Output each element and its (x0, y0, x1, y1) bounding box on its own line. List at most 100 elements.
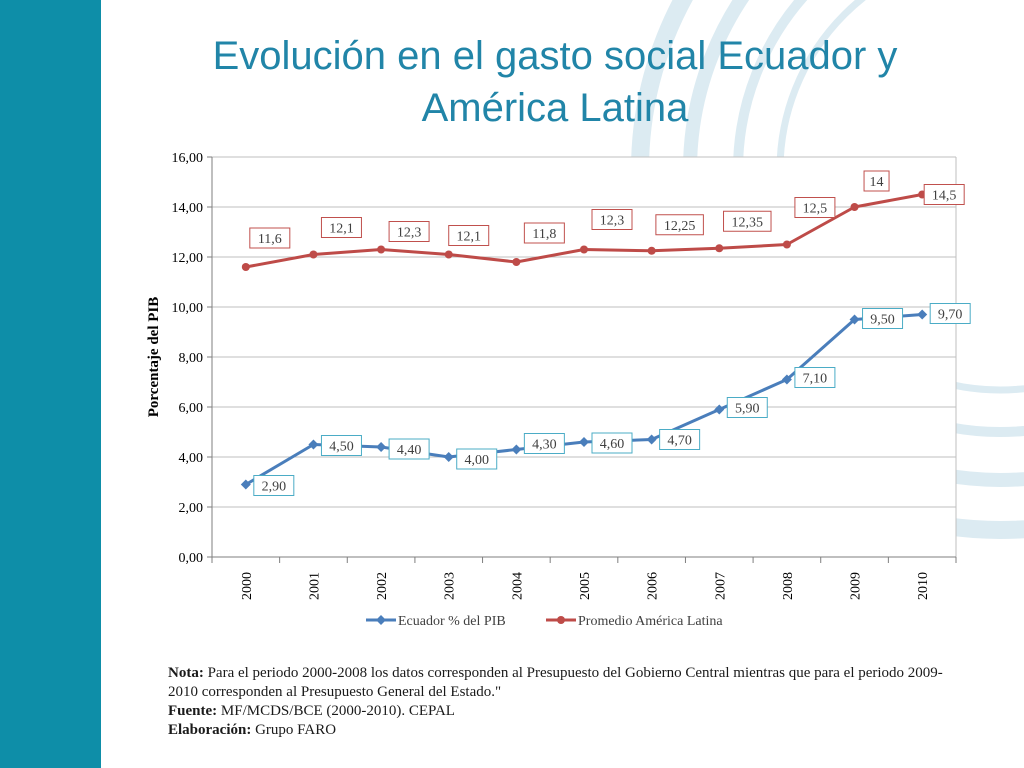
data-labels: 2,90 4,50 4,40 4,00 4,30 4,60 4,70 5,90 7,10 9,50… (249, 170, 971, 496)
y-tick-label: 2,00 (179, 501, 204, 516)
axes (207, 156, 957, 563)
data-label-box (320, 435, 362, 456)
data-label-box (723, 210, 772, 232)
x-tick-label: 2002 (375, 572, 390, 600)
data-label-box (862, 308, 904, 329)
data-label-box (929, 303, 971, 324)
data-label: 14 (870, 175, 884, 190)
y-tick-labels: 0,00 2,00 4,00 6,00 8,00 10,00 12,00 14,00 16,00 (172, 151, 204, 566)
data-label: 14,5 (932, 189, 957, 204)
ecuador-point (376, 442, 387, 452)
data-label-box (863, 170, 890, 192)
note-text: Para el periodo 2000-2008 los datos corr… (168, 665, 943, 700)
data-label-box (448, 225, 490, 246)
y-axis-label: Porcentaje del PIB (146, 297, 162, 418)
data-label: 12,5 (803, 202, 828, 217)
legend-item-latam-marker (557, 616, 565, 624)
data-label: 9,50 (870, 313, 895, 328)
data-label: 12,1 (456, 230, 481, 245)
y-tick-label: 6,00 (179, 401, 204, 416)
ecuador-point (781, 374, 792, 385)
x-tick-label: 2009 (849, 572, 864, 600)
data-label: 9,70 (938, 308, 963, 323)
latam-point (377, 245, 386, 254)
data-label-box (655, 214, 704, 236)
data-label-box (320, 217, 362, 238)
data-label-box (253, 475, 295, 496)
legend-item-ecuador-label: Ecuador % del PIB (398, 614, 506, 629)
data-label: 4,40 (397, 443, 422, 458)
note-line: Nota: Para el periodo 2000-2008 los dato… (168, 664, 958, 702)
y-tick-label: 8,00 (179, 351, 204, 366)
ecuador-point (646, 434, 657, 445)
x-tick-label: 2005 (578, 572, 593, 600)
source-text: MF/MCDS/BCE (2000-2010). CEPAL (220, 703, 455, 719)
data-label: 11,8 (532, 227, 556, 242)
latam-point (512, 258, 521, 266)
y-tick-label: 10,00 (172, 301, 204, 316)
data-label-box (249, 227, 291, 249)
data-label: 12,25 (664, 219, 696, 234)
ecuador-point (443, 452, 454, 462)
x-tick-labels: 2000 2001 2002 2003 2004 2005 2006 2007 2008 2009… (240, 572, 931, 600)
credit-label: Elaboración: (168, 722, 252, 738)
latam-point (850, 203, 859, 211)
title-line-2: América Latina (421, 86, 689, 130)
ecuador-point (308, 439, 319, 450)
data-label: 5,90 (735, 402, 760, 417)
x-tick-label: 2001 (307, 572, 322, 600)
ecuador-point (714, 404, 725, 415)
data-label-box (591, 209, 633, 230)
data-label-box (794, 367, 836, 388)
legend-item-ecuador-marker (376, 615, 386, 625)
x-tick-label: 2007 (713, 572, 728, 600)
source-label: Fuente: (168, 703, 218, 719)
latam-point (241, 263, 250, 271)
x-tick-label: 2000 (240, 572, 255, 600)
side-bar (0, 0, 101, 768)
data-label: 4,30 (532, 438, 557, 453)
latam-point (782, 240, 791, 249)
data-label-box (923, 184, 965, 205)
latam-point (580, 245, 588, 254)
data-label: 12,1 (329, 222, 354, 237)
x-tick-label: 2008 (781, 572, 796, 600)
data-label: 12,35 (732, 215, 764, 230)
x-tick-label: 2006 (646, 572, 661, 600)
ecuador-point (511, 444, 522, 455)
grid-lines (212, 156, 957, 558)
latam-point (309, 250, 318, 259)
x-tick-label: 2004 (510, 572, 525, 600)
line-chart: 0,00 2,00 4,00 6,00 8,00 10,00 12,00 14,00 16,00… (146, 151, 971, 629)
data-label-box (388, 438, 430, 460)
data-label: 7,10 (803, 372, 828, 387)
x-tick-label: 2003 (443, 572, 458, 600)
data-label: 2,90 (262, 480, 287, 495)
data-label-box (523, 222, 565, 244)
data-label-box (794, 197, 836, 218)
slide-title: Evolución en el gasto social Ecuador y A… (150, 30, 960, 134)
notes-block: Nota: Para el periodo 2000-2008 los dato… (168, 664, 958, 740)
credit-line: Elaboración: Grupo FARO (168, 721, 958, 740)
data-label: 4,50 (329, 440, 354, 455)
data-label: 4,00 (464, 453, 489, 468)
latam-point (715, 244, 724, 253)
data-label-box (659, 429, 701, 450)
data-label: 12,3 (397, 226, 422, 241)
data-label: 4,60 (600, 437, 625, 452)
data-label: 11,6 (258, 232, 282, 247)
data-label-box (591, 432, 633, 454)
latam-point (647, 246, 656, 255)
legend: Ecuador % del PIB Promedio América Latina (366, 614, 723, 629)
title-line-1: Evolución en el gasto social Ecuador y (212, 34, 898, 78)
data-label-box (726, 397, 768, 418)
y-tick-label: 0,00 (179, 551, 204, 566)
legend-item-latam-label: Promedio América Latina (578, 614, 723, 629)
note-label: Nota: (168, 665, 204, 681)
data-label: 4,70 (667, 434, 692, 449)
y-tick-label: 16,00 (172, 151, 204, 166)
ecuador-point (849, 314, 860, 325)
credit-text: Grupo FARO (255, 722, 337, 738)
latam-point (444, 250, 453, 259)
y-tick-label: 14,00 (172, 201, 204, 216)
